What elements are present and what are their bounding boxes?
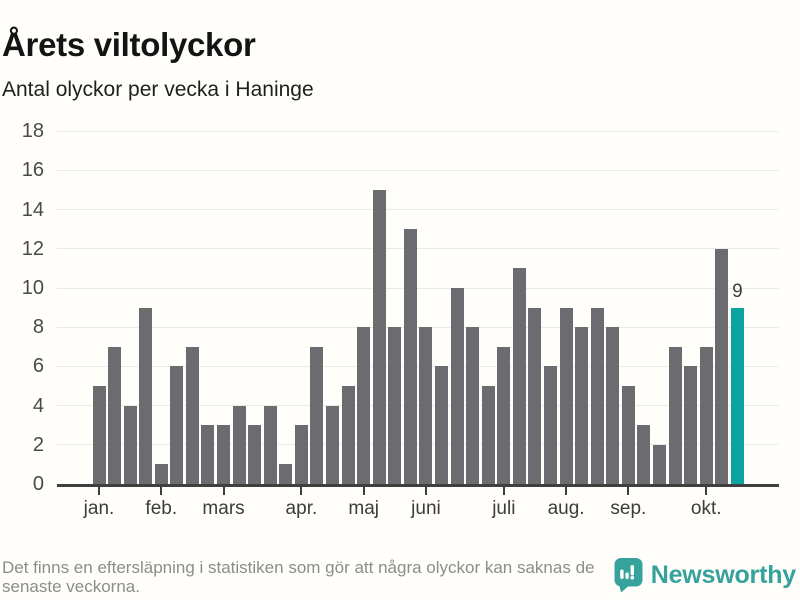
bar (139, 307, 153, 484)
bar (637, 425, 651, 484)
bar (279, 464, 293, 484)
x-tick-label: feb. (145, 498, 178, 519)
bar-highlighted (730, 307, 744, 484)
x-tick (424, 486, 427, 495)
bar (466, 327, 480, 484)
bar (606, 327, 620, 484)
bar (590, 307, 604, 484)
x-tick-label: juni (411, 498, 441, 519)
y-tick-label: 12 (21, 237, 44, 260)
bar (388, 327, 402, 484)
chart-title: Årets viltolyckor (2, 26, 256, 64)
bar (435, 366, 449, 484)
bar (92, 386, 106, 484)
y-tick-label: 8 (32, 316, 44, 339)
y-tick-label: 0 (32, 473, 44, 495)
bar (528, 307, 542, 484)
bar (170, 366, 184, 484)
brand-wordmark: Newsworthy (650, 560, 796, 589)
x-tick-label: maj (348, 498, 379, 519)
bar (263, 405, 277, 484)
x-tick (502, 486, 505, 495)
bar (653, 444, 667, 484)
y-tick-label: 16 (21, 159, 44, 182)
bar (575, 327, 589, 484)
x-tick (300, 486, 303, 495)
gridline (57, 169, 779, 171)
x-tick-label: sep. (610, 498, 647, 519)
bar (481, 386, 495, 484)
x-tick (160, 486, 163, 495)
x-tick-label: apr. (285, 498, 318, 519)
gridline (57, 287, 779, 289)
bar (185, 346, 199, 484)
x-tick (222, 486, 225, 495)
bar (326, 405, 340, 484)
bar (450, 288, 464, 484)
bar (294, 425, 308, 484)
x-tick (98, 486, 100, 495)
bar (154, 464, 168, 484)
y-tick-label: 10 (21, 277, 44, 299)
gridline (57, 209, 779, 211)
bar (512, 268, 526, 484)
x-tick-label: mars (202, 498, 245, 519)
gridline (57, 405, 779, 407)
bar (497, 346, 511, 484)
bar (559, 307, 573, 484)
bar (201, 425, 215, 484)
bar (668, 346, 682, 484)
bar (372, 190, 386, 484)
x-tick (362, 486, 365, 495)
x-tick-label: aug. (547, 498, 585, 519)
y-tick-label: 6 (32, 355, 44, 378)
bar (248, 425, 262, 484)
highlight-value-label: 9 (732, 280, 743, 302)
bar (108, 346, 122, 484)
gridline (57, 444, 779, 446)
x-tick-label: jan. (83, 498, 115, 519)
newsworthy-speech-bubble-bar-chart-icon (614, 557, 643, 593)
x-tick (627, 486, 630, 495)
x-axis-line (57, 483, 779, 487)
bar (419, 327, 433, 484)
bar (357, 327, 371, 484)
bar (232, 405, 246, 484)
bar (310, 346, 324, 484)
y-tick-label: 18 (21, 120, 44, 143)
bar (684, 366, 698, 484)
y-tick-label: 2 (32, 433, 44, 456)
gridline (57, 326, 779, 328)
bar (621, 386, 635, 484)
footer-note-line: Det finns en eftersläpning i statistiken… (2, 558, 595, 577)
footer-note: Det finns en eftersläpning i statistiken… (2, 558, 595, 596)
bar (715, 248, 729, 484)
footer-note-line: senaste veckorna. (2, 576, 140, 596)
y-tick-label: 14 (21, 198, 44, 221)
gridline (57, 248, 779, 250)
bar (699, 346, 713, 484)
x-tick-label: juli (492, 498, 516, 519)
bar (403, 229, 417, 484)
gridline (57, 365, 779, 367)
gridline (57, 130, 779, 132)
x-tick (705, 486, 708, 495)
y-tick-label: 4 (32, 394, 44, 417)
x-tick-label: okt. (690, 498, 722, 519)
bar (544, 366, 558, 484)
chart-subtitle: Antal olyckor per vecka i Haninge (2, 78, 314, 101)
x-tick (565, 486, 568, 495)
bar (217, 425, 231, 484)
bar (123, 405, 137, 484)
bar (341, 386, 355, 484)
brand-logo: Newsworthy (614, 557, 796, 593)
